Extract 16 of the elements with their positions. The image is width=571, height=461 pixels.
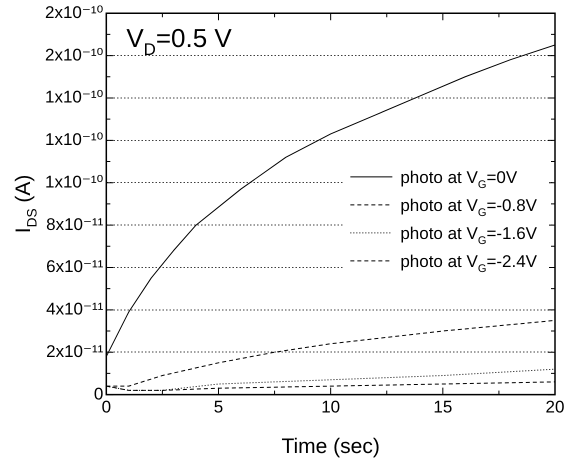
x-tick-label: 5 xyxy=(214,397,224,416)
y-tick-label: 6x10⁻¹¹ xyxy=(46,257,104,276)
x-tick-label: 10 xyxy=(321,397,340,416)
y-tick-label: 2x10⁻¹¹ xyxy=(46,342,104,361)
y-tick-label: 8x10⁻¹¹ xyxy=(46,214,104,234)
x-tick-label: 20 xyxy=(546,397,564,416)
y-tick-label: 4x10⁻¹¹ xyxy=(46,300,104,319)
y-tick-label: 1x10⁻¹⁰ xyxy=(44,88,104,107)
y-tick-label: 2x10⁻¹⁰ xyxy=(44,45,104,64)
y-tick-label: 1x10⁻¹⁰ xyxy=(44,172,104,192)
y-axis-title: IDS (A) xyxy=(12,174,40,234)
x-axis-title: Time (sec) xyxy=(281,435,380,458)
x-tick-label: 15 xyxy=(433,397,452,416)
y-tick-label: 2x10⁻¹⁰ xyxy=(44,2,104,22)
y-tick-label: 0 xyxy=(94,384,104,404)
y-tick-label: 1x10⁻¹⁰ xyxy=(44,130,104,150)
